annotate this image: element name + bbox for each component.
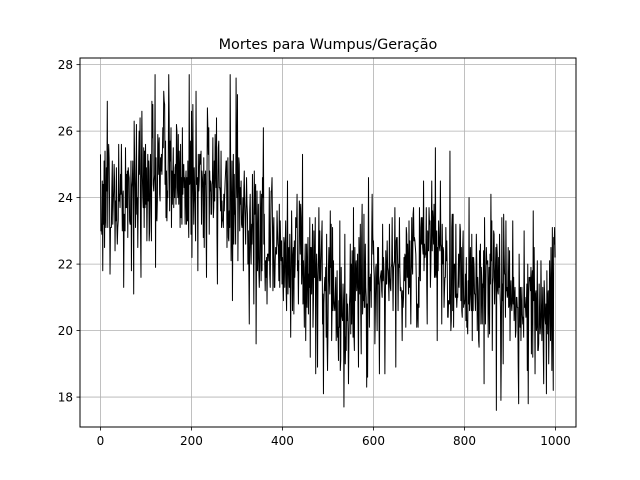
y-axis-ticks: 18 20 22 24 26 28: [58, 58, 80, 404]
y-tick-label: 24: [58, 191, 73, 205]
x-tick-label: 0: [97, 434, 105, 448]
y-tick-label: 22: [58, 257, 73, 271]
data-series: [99, 74, 556, 411]
x-tick-label: 600: [362, 434, 385, 448]
x-tick-label: 200: [180, 434, 203, 448]
y-tick-label: 26: [58, 124, 73, 138]
x-axis-ticks: 0 200 400 600 800 1000: [97, 427, 571, 448]
x-tick-label: 400: [271, 434, 294, 448]
y-tick-label: 28: [58, 58, 73, 72]
plot-frame: [79, 57, 577, 428]
chart-title: Mortes para Wumpus/Geração: [219, 37, 438, 53]
x-tick-label: 800: [453, 434, 476, 448]
y-tick-label: 18: [58, 390, 73, 404]
series-line: [99, 74, 556, 411]
y-tick-label: 20: [58, 324, 73, 338]
x-tick-label: 1000: [540, 434, 571, 448]
